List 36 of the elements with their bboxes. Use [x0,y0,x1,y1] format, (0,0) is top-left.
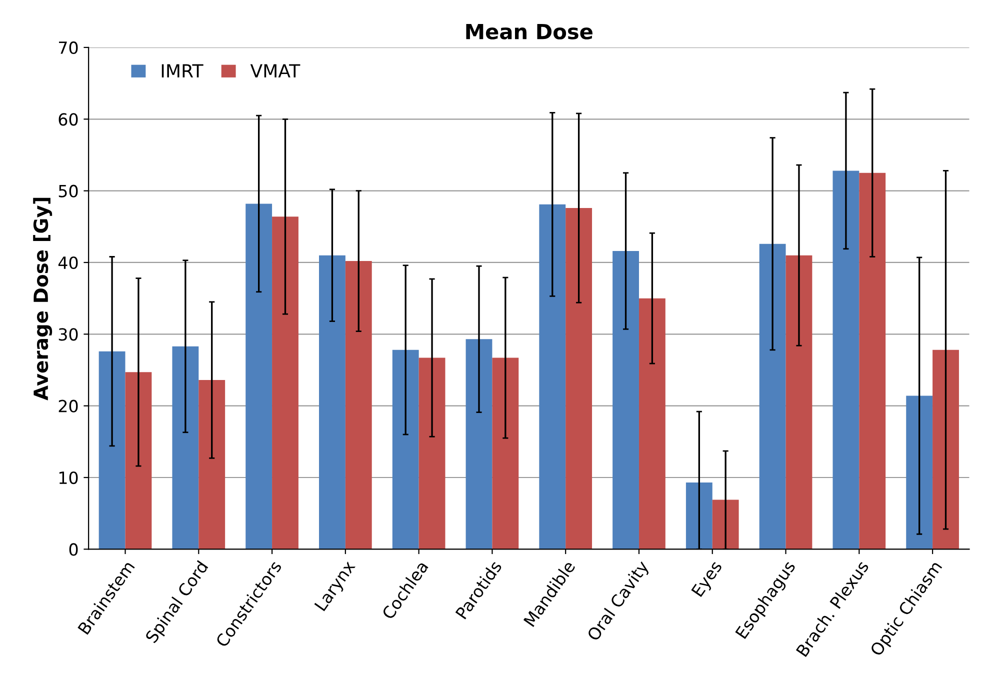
bar [686,482,712,550]
y-tick-label: 0 [69,543,78,556]
bar [566,208,592,550]
bar [712,500,739,550]
bar [759,244,786,550]
y-tick-label: 10 [59,471,78,484]
y-tick-label: 30 [58,328,78,341]
bar [418,358,446,550]
bar [125,372,152,550]
bar [98,351,126,550]
bar [319,255,346,550]
bar [832,170,860,550]
bar [932,350,959,550]
bar [638,298,666,550]
bar [859,172,886,550]
y-tick-label: 40 [58,256,78,270]
y-tick-label: 70 [58,41,78,54]
y-tick-label: 60 [58,113,78,126]
legend-label: VMAT [250,64,300,78]
y-tick-label: 20 [58,400,78,412]
y-tick-label: 50 [58,184,78,198]
bar [539,204,566,550]
bar [612,251,639,550]
bar [198,380,226,550]
bar [466,339,492,550]
chart-title: Mean Dose [466,24,592,40]
bar [172,346,199,550]
y-axis-title: Average Dose [Gy] [33,198,52,400]
bar [246,204,272,550]
bar [272,216,298,550]
legend-label: IMRT [162,64,204,78]
bar [492,358,519,550]
bar [906,396,933,550]
bar [786,255,812,550]
bar [392,350,419,550]
bar [345,261,372,550]
